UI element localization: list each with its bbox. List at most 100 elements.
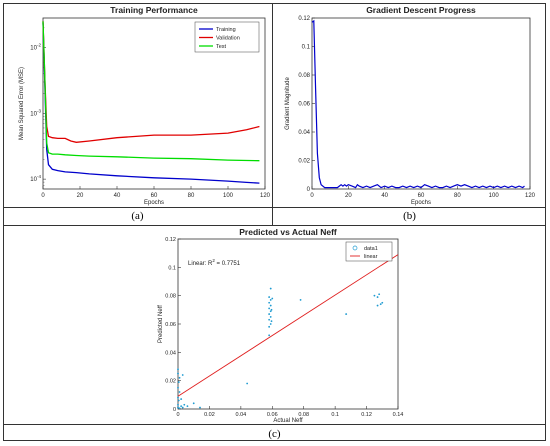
x-tick-label: 0.12 <box>361 412 372 418</box>
data-point <box>186 405 189 408</box>
x-tick-label: 20 <box>345 193 352 199</box>
chart-title: Predicted vs Actual Neff <box>239 227 337 237</box>
y-tick-label: 0.02 <box>165 379 176 385</box>
x-tick-label: 100 <box>489 193 500 199</box>
data-point <box>268 313 271 315</box>
data-point <box>268 334 271 337</box>
y-tick-label: 0 <box>307 187 311 193</box>
data-point <box>177 381 180 383</box>
data-point <box>270 308 273 311</box>
data-point <box>269 287 272 290</box>
chart-title: Training Performance <box>110 5 198 15</box>
x-tick-label: 80 <box>188 193 195 199</box>
data-point <box>269 316 272 318</box>
data-point <box>181 406 184 409</box>
x-tick-label: 120 <box>525 193 536 199</box>
plot-area <box>177 238 399 410</box>
data-point <box>379 303 382 306</box>
data-point <box>177 399 180 402</box>
y-tick-label: 10-2 <box>30 43 41 52</box>
y-tick-label: 0.08 <box>165 294 176 300</box>
y-axis-label: Predicted Neff <box>158 305 164 343</box>
data-point <box>268 318 271 321</box>
data-point <box>177 403 179 406</box>
x-tick-label: 40 <box>114 193 121 199</box>
x-tick-label: 0.1 <box>331 412 339 418</box>
x-tick-label: 0.04 <box>235 412 246 418</box>
y-tick-label: 0.04 <box>165 350 176 356</box>
series-line <box>311 19 525 189</box>
x-tick-label: 20 <box>77 193 84 199</box>
plot-area <box>311 17 531 190</box>
legend-label: linear <box>364 254 378 260</box>
data-point <box>381 301 384 304</box>
data-point <box>268 325 271 328</box>
divider <box>3 207 546 208</box>
y-tick-label: 0.12 <box>165 237 176 243</box>
data-point <box>178 376 181 379</box>
data-point <box>180 405 183 408</box>
data-point <box>180 398 183 400</box>
data-point <box>178 391 181 393</box>
x-tick-label: 60 <box>151 193 158 199</box>
data-point <box>183 403 186 406</box>
y-tick-label: 0 <box>173 407 176 413</box>
regression-line <box>177 254 399 397</box>
y-tick-label: 0.06 <box>165 322 176 328</box>
data-point <box>192 402 195 405</box>
data-point <box>177 368 179 371</box>
r-squared-annotation: Linear: R2 = 0.7751 <box>188 258 241 267</box>
data-point <box>376 304 379 307</box>
data-point <box>373 294 376 297</box>
data-point <box>199 406 201 409</box>
caption-a: (a) <box>131 210 144 222</box>
y-axis-label: Mean Squared Error (MSE) <box>19 67 25 140</box>
y-tick-label: 10-3 <box>30 108 41 117</box>
y-tick-label: 0.12 <box>298 16 310 22</box>
x-tick-label: 0 <box>310 193 314 199</box>
data-point <box>246 382 249 385</box>
legend-label: data1 <box>364 246 378 252</box>
caption-b: (b) <box>403 210 416 222</box>
x-axis-label: Epochs <box>144 200 164 206</box>
data-point <box>270 320 273 323</box>
series-line-test <box>42 21 260 162</box>
data-point <box>269 304 272 307</box>
data-point <box>345 313 348 315</box>
data-point <box>268 307 271 310</box>
x-tick-label: 0.02 <box>204 412 215 418</box>
divider <box>3 424 546 425</box>
data-point <box>269 310 272 313</box>
data-point <box>268 301 271 304</box>
legend-marker <box>352 245 358 251</box>
y-tick-label: 0.06 <box>298 102 310 108</box>
x-tick-label: 120 <box>260 193 271 199</box>
data-point <box>269 299 272 301</box>
y-axis-label: Gradient Magnitude <box>285 76 291 129</box>
chart-title: Gradient Descent Progress <box>366 5 476 15</box>
data-point <box>269 323 272 325</box>
data-point <box>299 299 302 301</box>
y-tick-label: 0.1 <box>168 265 176 271</box>
legend-label: Test <box>216 44 227 50</box>
series-line-validation <box>42 21 260 143</box>
data-point <box>271 297 274 300</box>
data-point <box>378 293 381 296</box>
divider <box>272 3 273 225</box>
x-tick-label: 0 <box>41 193 45 199</box>
data-point <box>268 296 271 298</box>
data-point <box>181 374 184 376</box>
x-tick-label: 0.14 <box>393 412 404 418</box>
x-tick-label: 40 <box>381 193 388 199</box>
x-tick-label: 0 <box>176 412 179 418</box>
data-point <box>178 407 181 410</box>
legend-label: Validation <box>216 36 240 42</box>
x-tick-label: 80 <box>454 193 461 199</box>
legend-label: Training <box>216 27 236 33</box>
figure-frame <box>3 3 546 441</box>
x-tick-label: 0.06 <box>267 412 278 418</box>
data-point <box>177 396 179 399</box>
divider <box>3 225 546 226</box>
data-point <box>376 296 379 298</box>
